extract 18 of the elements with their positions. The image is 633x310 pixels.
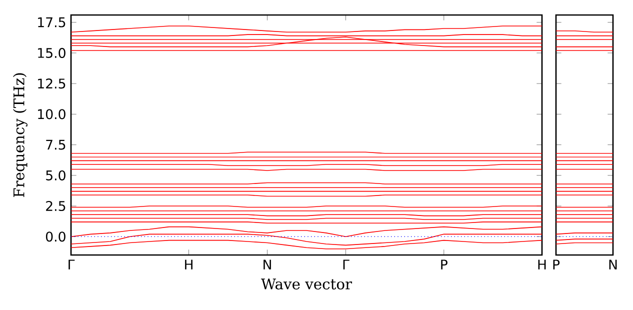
x-tick-label: H [538, 260, 546, 270]
x-tick-label: Γ [343, 260, 350, 270]
x-tick-label: P [441, 260, 448, 270]
x-axis-title: Wave vector [261, 278, 352, 290]
x-tick-label: P [553, 260, 560, 270]
x-tick-label: N [609, 260, 617, 270]
y-tick-label: 7.5 [46, 140, 66, 150]
y-tick-label: 15.0 [38, 48, 66, 58]
y-tick-label: 0.0 [46, 232, 66, 242]
y-tick-label: 5.0 [46, 170, 66, 180]
y-axis-title: Frequency (THz) [13, 73, 28, 198]
y-tick-label: 10.0 [38, 109, 66, 120]
y-tick-label: 2.5 [46, 200, 66, 212]
x-tick-label: Γ [68, 260, 75, 270]
y-tick-label: 12.5 [38, 78, 66, 89]
x-tick-label: N [264, 260, 271, 270]
x-tick-label: H [185, 260, 192, 270]
y-tick-label: 17.5 [38, 17, 66, 28]
